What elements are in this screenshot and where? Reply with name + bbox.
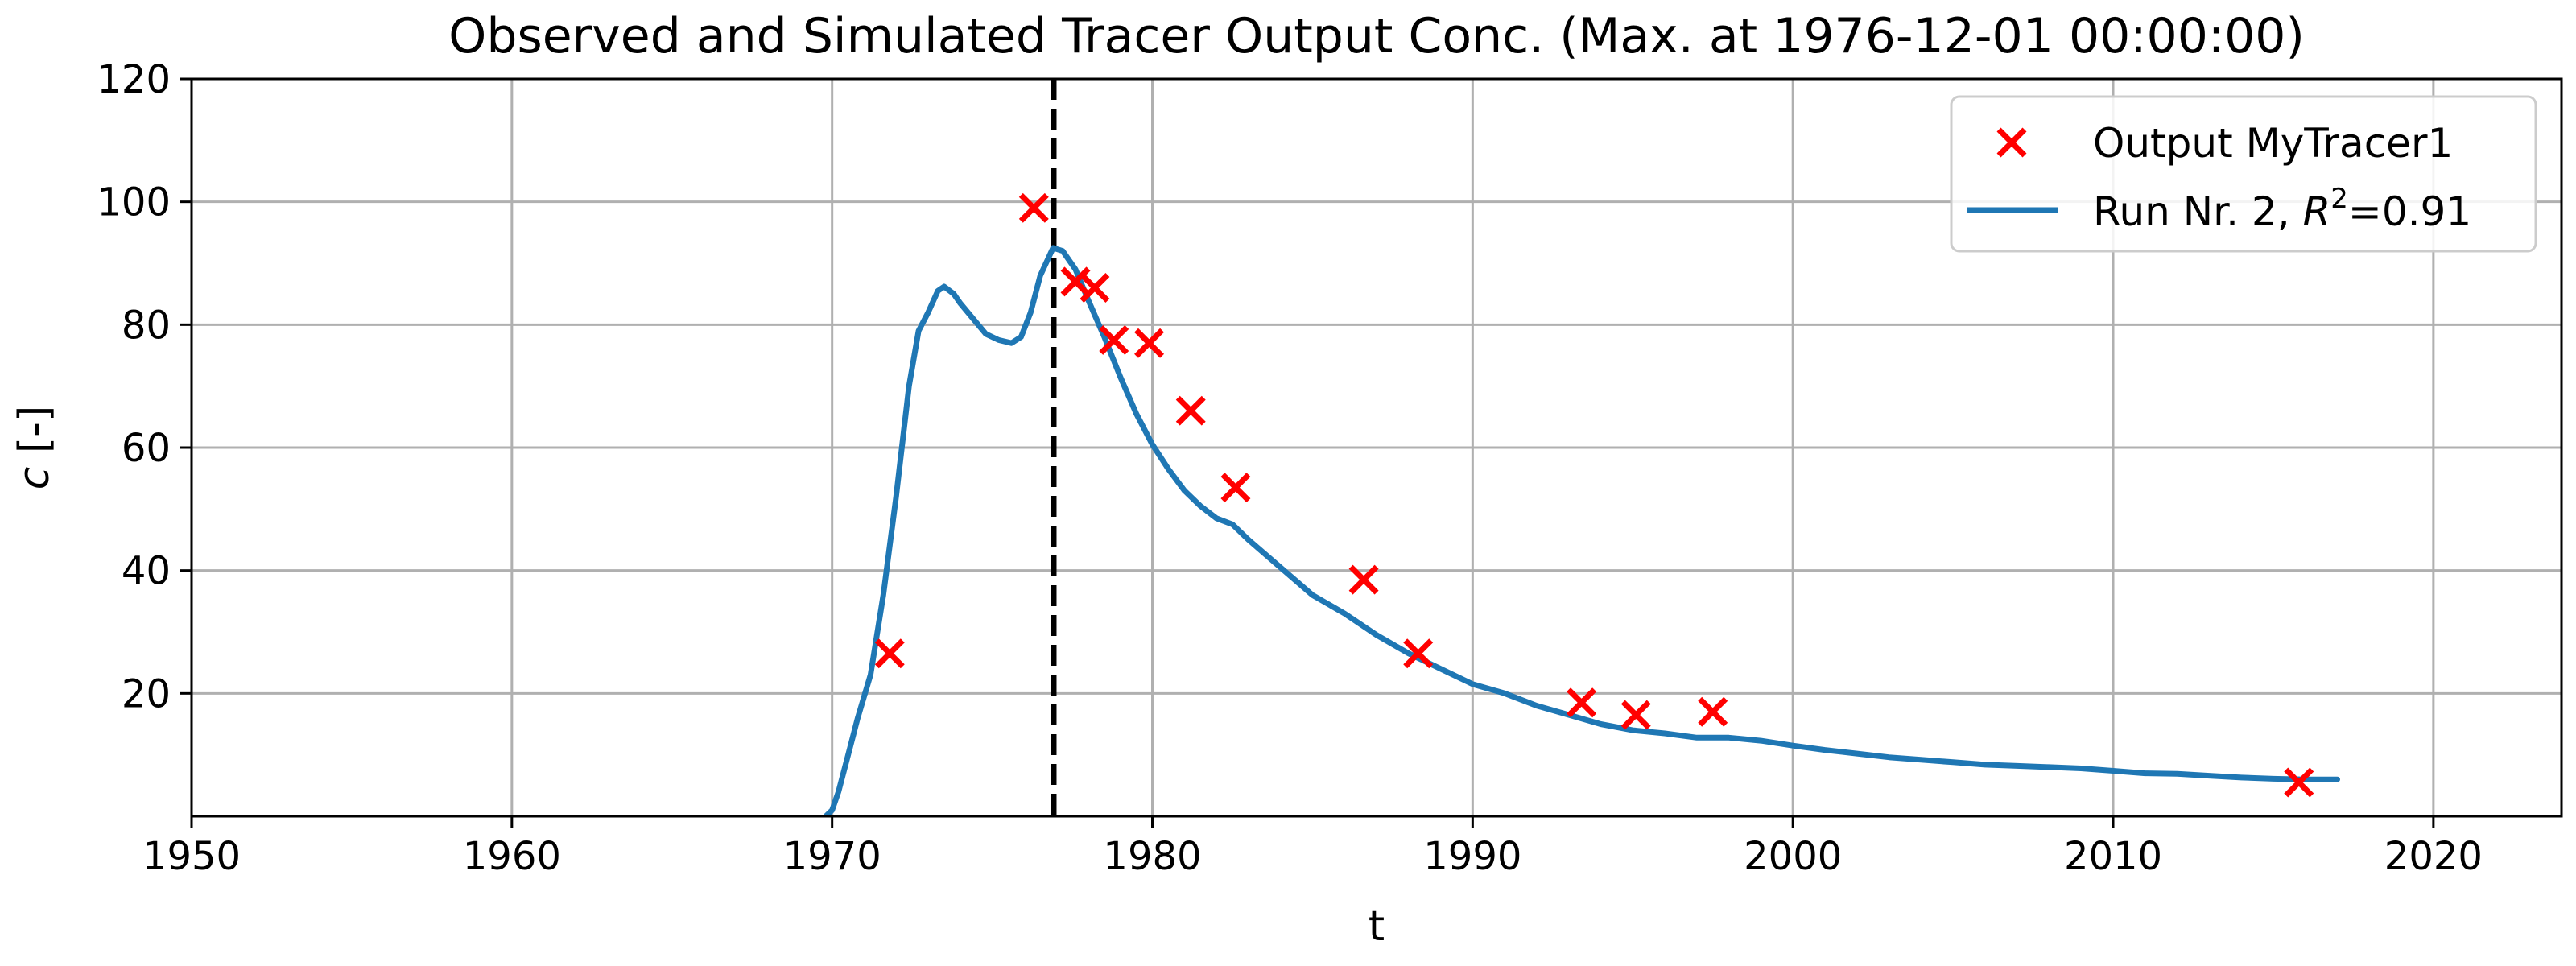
x-tick-label: 1970	[783, 834, 881, 879]
y-axis-unit	[10, 453, 59, 467]
x-tick-label: 2000	[1744, 834, 1842, 879]
observed-point	[1080, 273, 1110, 303]
observed-point	[1698, 696, 1728, 727]
observed-point	[1175, 395, 1206, 426]
y-axis: 20 40 60 80 100 120	[97, 57, 192, 716]
legend-label-simulated: Run Nr. 2, R2=0.91	[2093, 183, 2471, 235]
x-axis: 1950 1960 1970 1980 1990 2000 2010 2020	[142, 816, 2483, 879]
plot-area	[823, 79, 2340, 816]
y-tick-label: 100	[97, 180, 171, 225]
observed-point	[1567, 687, 1597, 718]
legend-marker-observed	[1996, 127, 2027, 158]
simulated-series-line	[823, 245, 2340, 816]
y-tick-label: 20	[122, 671, 171, 716]
y-tick-label: 120	[97, 57, 171, 102]
y-tick-label: 40	[122, 549, 171, 594]
x-tick-label: 1980	[1103, 834, 1201, 879]
legend-box	[1950, 95, 2537, 253]
observed-point	[1403, 638, 1434, 669]
x-axis-title: t	[1368, 902, 1385, 951]
observed-point	[2284, 767, 2314, 798]
x-tick-label: 1990	[1423, 834, 1521, 879]
chart-title: Observed and Simulated Tracer Output Con…	[448, 8, 2305, 64]
observed-point	[1348, 564, 1379, 595]
x-tick-label: 1950	[142, 834, 241, 879]
y-axis-unit-text: [-]	[10, 406, 59, 453]
legend-label-observed: Output MyTracer1	[2093, 120, 2453, 167]
observed-point	[1060, 266, 1091, 297]
observed-point	[1099, 324, 1129, 355]
legend: Output MyTracer1 Run Nr. 2, R2=0.91	[1950, 95, 2537, 253]
observed-point	[1134, 328, 1165, 358]
x-tick-label: 2010	[2064, 834, 2162, 879]
x-tick-label: 1960	[463, 834, 561, 879]
observed-point	[1018, 192, 1049, 223]
observed-point	[1220, 473, 1251, 503]
observed-series	[874, 192, 2314, 798]
simulated-series	[823, 245, 2340, 816]
y-axis-symbol: c	[10, 467, 59, 490]
x-tick-label: 2020	[2384, 834, 2483, 879]
observed-point	[1620, 700, 1651, 730]
y-tick-label: 60	[122, 426, 171, 471]
y-axis-title: c [-]	[10, 406, 59, 489]
y-tick-label: 80	[122, 303, 171, 348]
observed-point	[874, 638, 905, 669]
